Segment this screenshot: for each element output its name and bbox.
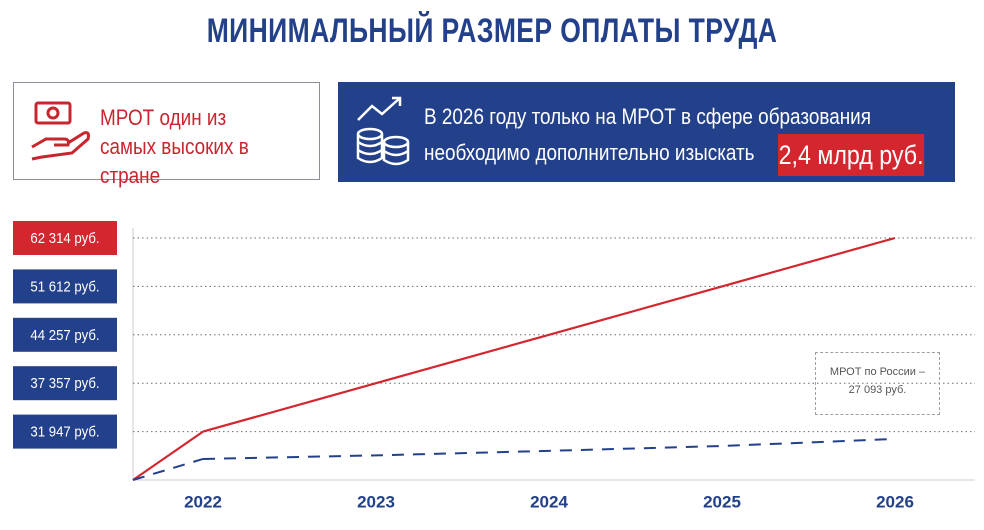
title: МИНИМАЛЬНЫЙ РАЗМЕР ОПЛАТЫ ТРУДА xyxy=(206,12,778,50)
series-line xyxy=(202,236,896,433)
origin-segment xyxy=(132,430,204,481)
x-tick-label: 2023 xyxy=(357,492,395,511)
info-box: МРОТ один из самых высоких в стране xyxy=(13,82,320,188)
y-tick-label: 62 314 руб. xyxy=(30,229,99,246)
x-tick-label: 2026 xyxy=(876,492,914,511)
money-hand-icon xyxy=(31,101,90,161)
coins-icon xyxy=(356,96,410,166)
y-tick-label: 31 947 руб. xyxy=(30,423,99,440)
origin-segment xyxy=(132,457,204,481)
info-box: В 2026 году только на МРОТ в сфере образ… xyxy=(338,82,955,182)
y-tick-label: 51 612 руб. xyxy=(30,278,99,295)
y-tick-label: 44 257 руб. xyxy=(30,326,99,343)
x-tick-label: 2025 xyxy=(703,492,741,511)
y-tick-box xyxy=(13,221,117,255)
y-tick-box xyxy=(13,269,117,304)
info-text: В 2026 году только на МРОТ в сфере образ… xyxy=(424,104,871,165)
series-line xyxy=(202,437,896,460)
x-tick-label: 2024 xyxy=(530,492,568,511)
y-tick-label: 37 357 руб. xyxy=(30,374,99,391)
y-tick-box xyxy=(13,414,117,449)
y-tick-box xyxy=(13,317,117,352)
x-tick-label: 2022 xyxy=(184,492,222,511)
info-text: МРОТ один из самых высоких в стране xyxy=(100,105,249,188)
annotation-box: МРОТ по России – 27 093 руб. xyxy=(815,352,940,415)
y-tick-box xyxy=(13,366,117,401)
highlight-amount: 2,4 млрд руб. xyxy=(778,134,925,176)
